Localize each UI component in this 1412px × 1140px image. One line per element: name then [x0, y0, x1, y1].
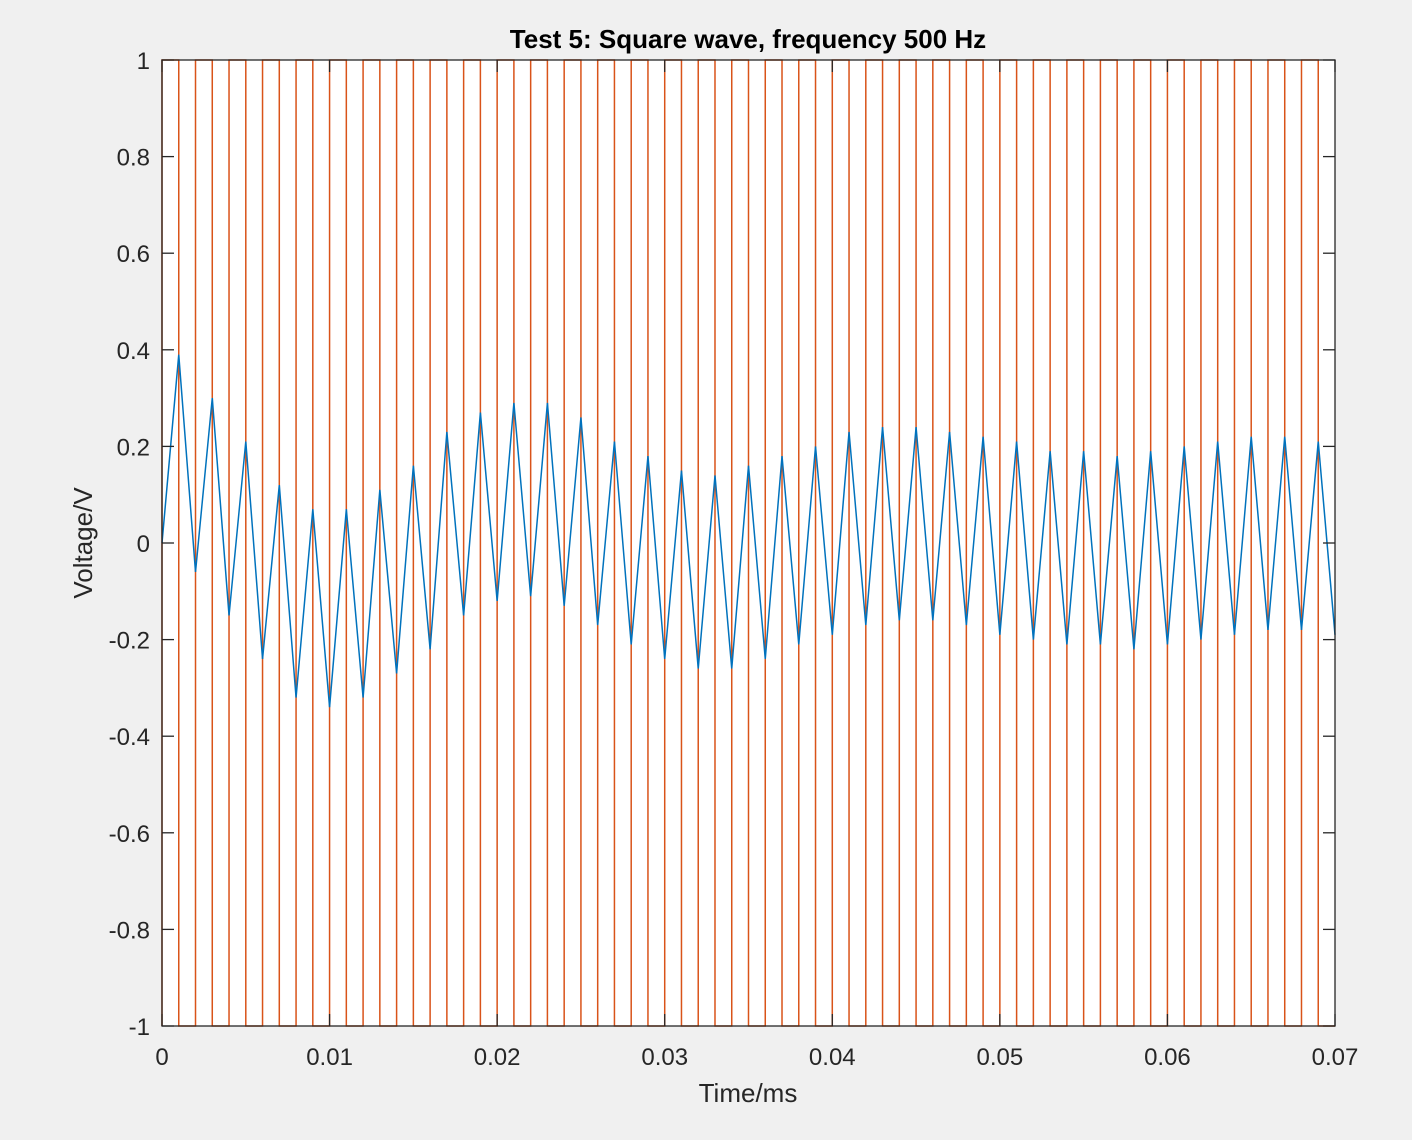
x-tick-label: 0 [155, 1044, 168, 1071]
x-axis-label: Time/ms [699, 1078, 798, 1108]
x-tick-label: 0.04 [809, 1044, 856, 1071]
y-tick-label: 0.4 [117, 338, 150, 365]
x-tick-label: 0.07 [1312, 1044, 1359, 1071]
y-tick-label: 1 [137, 48, 150, 75]
y-tick-label: 0.2 [117, 434, 150, 461]
y-tick-label: -0.4 [109, 724, 150, 751]
x-tick-label: 0.01 [306, 1044, 353, 1071]
x-tick-label: 0.06 [1144, 1044, 1191, 1071]
y-tick-label: -1 [129, 1014, 150, 1041]
y-tick-label: 0 [137, 531, 150, 558]
signal-line [161, 354, 1336, 708]
signal-series [161, 354, 1336, 708]
y-tick-label: 0.6 [117, 241, 150, 268]
y-tick-label: 0.8 [117, 145, 150, 172]
y-axis: -1 -0.8 -0.6 -0.4 -0.2 0 0.2 0.4 0.6 0.8 1 [109, 48, 1335, 1041]
y-tick-label: -0.6 [109, 821, 150, 848]
chart-title: Test 5: Square wave, frequency 500 Hz [510, 24, 986, 54]
y-tick-label: -0.2 [109, 628, 150, 655]
y-axis-label: Voltage/V [68, 487, 98, 599]
y-tick-label: -0.8 [109, 917, 150, 944]
x-axis: 0 0.01 0.02 0.03 0.04 0.05 0.06 0.07 [155, 60, 1358, 1071]
x-tick-label: 0.03 [641, 1044, 688, 1071]
x-tick-label: 0.02 [474, 1044, 521, 1071]
x-tick-label: 0.05 [976, 1044, 1023, 1071]
